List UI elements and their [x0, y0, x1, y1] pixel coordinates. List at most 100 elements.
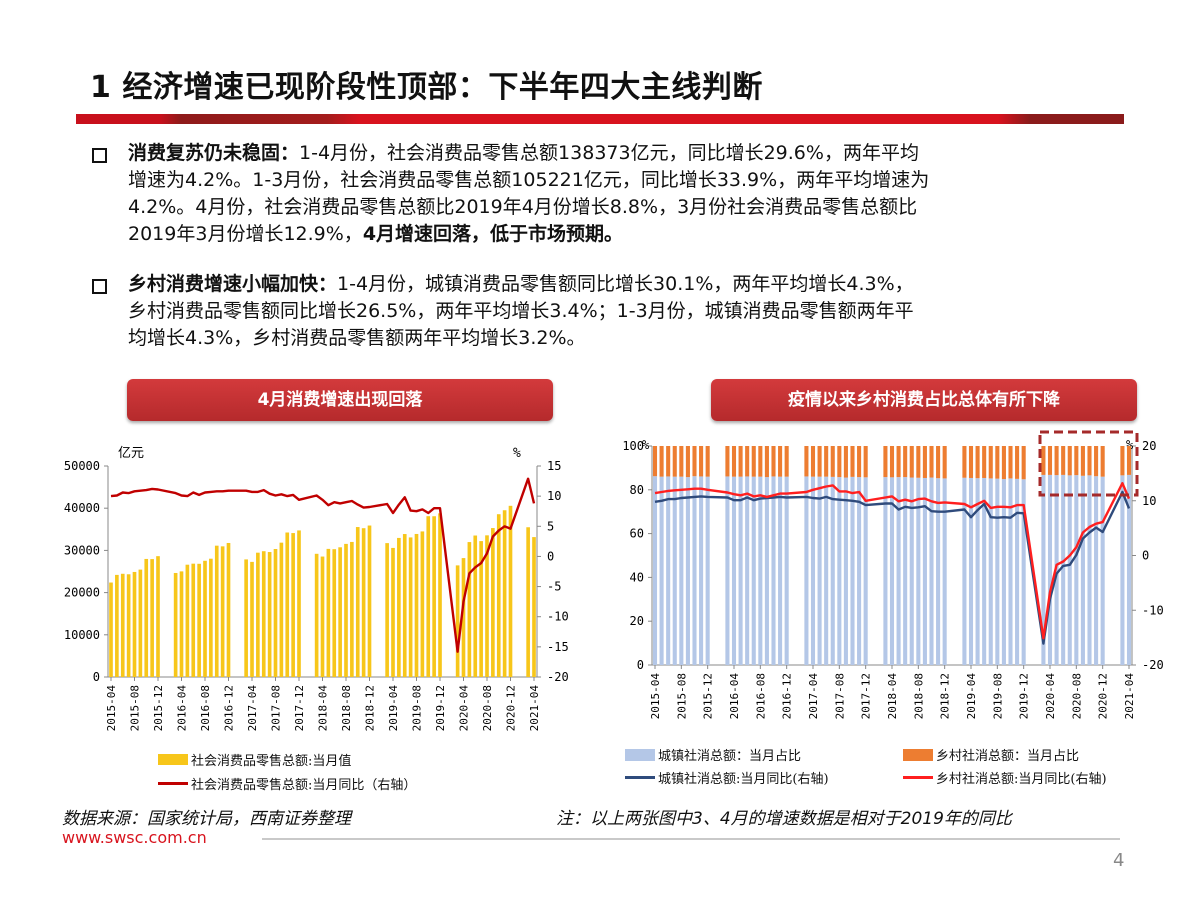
legend-label: 城镇社消总额:当月同比(右轴) — [658, 772, 829, 787]
bar-urban-share — [764, 477, 769, 665]
bar-monthly-value — [397, 537, 401, 677]
bar-urban-share — [652, 476, 658, 665]
bar-monthly-value — [179, 571, 184, 677]
y-tick-label-left: 50000 — [64, 459, 100, 473]
bar-rural-share — [942, 446, 947, 479]
bar-monthly-value — [250, 561, 254, 677]
legend-item-urban-share: 城镇社消总额：当月占比 — [625, 745, 801, 764]
bullet-square-icon — [92, 279, 107, 294]
left-unit-label: 亿元 — [118, 446, 144, 461]
x-tick-label: 2016-04 — [728, 673, 741, 720]
bar-rural-share — [988, 446, 993, 479]
bar-urban-share — [909, 477, 914, 665]
y-tick-label-right: 20 — [1142, 439, 1156, 453]
bar-urban-share — [975, 478, 980, 665]
bar-urban-share — [1120, 475, 1125, 665]
y-tick-label-left: 20000 — [64, 586, 100, 600]
bar-urban-share — [1100, 476, 1105, 665]
x-tick-label: 2016-08 — [199, 685, 212, 731]
bar-rural-share — [758, 446, 763, 477]
legend-item-yoy: 社会消费品零售总额:当月同比（右轴） — [158, 774, 416, 793]
bar-rural-share — [962, 446, 967, 478]
y-tick-label-left: 0 — [93, 670, 100, 684]
bar-rural-share — [810, 446, 816, 477]
bar-rural-share — [863, 446, 868, 478]
bar-rural-share — [1015, 446, 1020, 479]
growth-basis-note: 注：以上两张图中3、4月的增速数据是相对于2019年的同比 — [556, 809, 1012, 829]
left-unit-label: % — [642, 438, 650, 452]
bar-urban-share — [889, 477, 895, 665]
bar-monthly-value — [455, 565, 460, 677]
x-tick-label: 2020-04 — [458, 685, 471, 732]
x-tick-label: 2018-12 — [939, 673, 952, 719]
bar-urban-share — [1087, 475, 1092, 665]
bar-monthly-value — [126, 574, 131, 677]
bar-rural-share — [916, 446, 921, 478]
bar-monthly-value — [461, 558, 466, 677]
x-tick-label: 2018-08 — [912, 673, 925, 719]
x-tick-label: 2017-04 — [807, 673, 820, 720]
bullet-text: 乡村消费品零售额同比增长26.5%，两年平均增长3.4%；1-3月份，城镇消费品… — [128, 300, 914, 322]
bar-urban-share — [936, 478, 941, 665]
bar-rural-share — [778, 446, 783, 477]
bar-monthly-value — [532, 537, 536, 677]
bar-monthly-value — [220, 546, 225, 677]
legend-item-rural-share: 乡村社消总额：当月占比 — [903, 745, 1079, 764]
x-tick-label: 2016-12 — [781, 673, 794, 719]
bar-monthly-value — [361, 528, 366, 677]
chart-title-banner-right: 疫情以来乡村消费占比总体有所下降 — [711, 379, 1137, 421]
bullet-square-icon — [92, 148, 107, 163]
bar-monthly-value — [338, 547, 342, 677]
bar-rural-share — [705, 446, 710, 477]
bar-urban-share — [817, 476, 822, 665]
bar-urban-share — [758, 476, 763, 665]
bar-urban-share — [745, 476, 750, 665]
bar-monthly-value — [197, 563, 201, 677]
bar-rural-share — [771, 446, 776, 477]
bar-monthly-value — [320, 556, 325, 677]
x-tick-label: 2020-04 — [1044, 673, 1057, 720]
y-tick-label-right: 10 — [1142, 494, 1156, 508]
bar-rural-share — [1087, 446, 1092, 476]
bar-rural-share — [1001, 446, 1006, 480]
bullet-line: 增速为4.2%。1-3月份，社会消费品零售总额105221亿元，同比增长33.9… — [128, 167, 929, 194]
bar-urban-share — [883, 477, 888, 665]
bullet-text: 4.2%。4月份，社会消费品零售总额比2019年4月份增长8.8%，3月份社会消… — [128, 196, 918, 218]
bar-urban-share — [830, 476, 835, 665]
y-tick-label-right: 0 — [1142, 549, 1149, 563]
bar-urban-share — [850, 476, 855, 665]
website-link[interactable]: www.swsc.com.cn — [62, 828, 207, 847]
bar-monthly-value — [432, 516, 436, 677]
legend-swatch-bar — [903, 748, 933, 761]
bar-monthly-value — [355, 527, 360, 677]
bar-monthly-value — [496, 514, 501, 677]
bar-monthly-value — [191, 563, 196, 677]
bullet-text: 1-4月份，城镇消费品零售额同比增长30.1%，两年平均增长4.3%， — [337, 273, 914, 295]
legend-swatch-bar — [158, 754, 188, 765]
bar-rural-share — [679, 446, 684, 477]
bullet-bold-text: 消费复苏仍未稳固： — [128, 142, 300, 164]
y-tick-label-left: 30000 — [64, 543, 100, 557]
bar-rural-share — [1067, 446, 1072, 476]
bar-rural-share — [659, 446, 664, 477]
x-tick-label: 2015-04 — [649, 673, 662, 720]
bullet-line: 2019年3月份增长12.9%，4月增速回落，低于市场预期。 — [128, 221, 623, 248]
bar-rural-share — [1074, 446, 1079, 476]
bar-rural-share — [975, 446, 980, 479]
bar-urban-share — [843, 477, 848, 665]
x-tick-label: 2018-12 — [364, 685, 377, 731]
bar-rural-share — [745, 446, 750, 477]
footer-divider — [262, 838, 1120, 840]
bar-rural-share — [1047, 446, 1053, 475]
bar-urban-share — [1074, 475, 1079, 665]
bullet-text: 2019年3月份增长12.9%， — [128, 223, 363, 245]
legend-item-monthly-value: 社会消费品零售总额:当月值 — [158, 750, 351, 769]
bar-urban-share — [705, 476, 710, 665]
bar-monthly-value — [367, 525, 372, 677]
x-tick-label: 2018-08 — [340, 685, 353, 731]
bullet-bold-text: 4月增速回落，低于市场预期。 — [362, 223, 624, 245]
x-tick-label: 2015-08 — [675, 673, 688, 719]
legend-item-urban-yoy: 城镇社消总额:当月同比(右轴) — [625, 768, 829, 787]
page-number: 4 — [1113, 850, 1125, 871]
